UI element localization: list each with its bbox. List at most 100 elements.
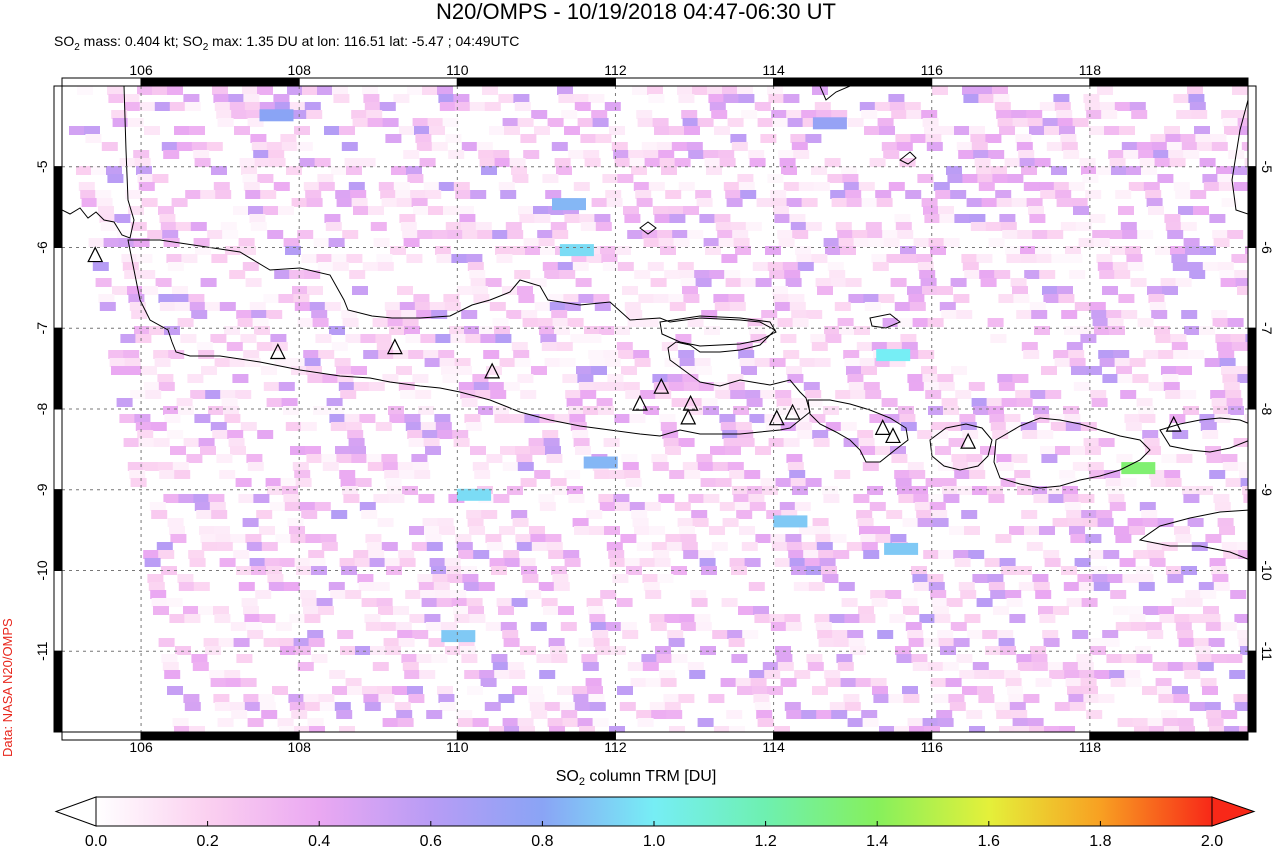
lat-label-left--9: -9 xyxy=(34,483,50,496)
so2-hotspot-6 xyxy=(441,630,476,643)
lon-label-top-112: 112 xyxy=(604,62,627,78)
frame-seg-lat-1-0 xyxy=(53,166,63,248)
lat-label-right--11: -11 xyxy=(1259,642,1272,661)
volcano-marker-12 xyxy=(960,432,977,449)
graticule xyxy=(62,86,1248,732)
frame-seg-lon-6-0 xyxy=(931,77,1091,87)
volcano-marker-9 xyxy=(784,403,801,420)
colorbar-label: SO2 column TRM [DU] xyxy=(555,768,717,789)
volcano-marker-13 xyxy=(1165,415,1182,432)
sumbawa-coast xyxy=(993,417,1151,489)
colorbar xyxy=(54,796,1256,827)
volcano-marker-7 xyxy=(680,408,697,425)
frame-seg-lon-3-1 xyxy=(456,731,616,741)
frame-seg-lat-7-0 xyxy=(53,650,63,733)
so2-hotspot-1 xyxy=(552,198,586,211)
colorbar-tick-label: 0.4 xyxy=(308,833,331,850)
frame-seg-lon-1-0 xyxy=(140,77,300,87)
volcano-marker-0 xyxy=(87,246,104,263)
colorbar-tick-label: 2.0 xyxy=(1200,833,1224,850)
colorbar-tick-label: 0.8 xyxy=(531,833,554,850)
map-frame xyxy=(53,77,1257,741)
colorbar-tick-label: 1.6 xyxy=(977,833,1000,850)
colorbar-tick-label: 0.0 xyxy=(84,833,108,850)
lat-label-left--11: -11 xyxy=(34,641,50,660)
frame-seg-lat-1-1 xyxy=(1247,166,1257,248)
colorbar-tick-label: 1.8 xyxy=(1089,833,1112,850)
lon-label-top-118: 118 xyxy=(1079,62,1102,78)
lon-label-bottom-110: 110 xyxy=(446,739,469,755)
sumba-coast xyxy=(1138,509,1248,560)
colorbar-tick-label: 1.2 xyxy=(754,833,777,850)
colorbar-tick-label: 1.4 xyxy=(866,833,889,850)
coastline-layer xyxy=(62,86,1248,560)
map-subtitle: SO2 mass: 0.404 kt; SO2 max: 1.35 DU at … xyxy=(54,33,520,53)
colorbar-tick-label: 0.2 xyxy=(196,833,219,850)
so2-hotspot-9 xyxy=(259,109,294,122)
lon-label-top-108: 108 xyxy=(288,62,312,78)
lat-label-left--10: -10 xyxy=(34,560,50,580)
so2-hotspot-3 xyxy=(884,542,919,555)
so2-hotspot-5 xyxy=(457,488,492,501)
sumatra-coast xyxy=(62,86,135,239)
kalimantan-coast xyxy=(819,86,851,101)
frame-seg-lon-2-0 xyxy=(298,77,458,87)
volcano-marker-2 xyxy=(386,338,403,355)
frame-seg-lat-5-0 xyxy=(53,489,63,571)
frame-seg-lon-5-0 xyxy=(773,77,933,87)
axis-labels: 106 106 108 108 110 110 112 112 114 114 116 116 118 1… xyxy=(34,62,1272,755)
frame-seg-lat-3-0 xyxy=(53,327,63,410)
sulawesi-coast xyxy=(1231,99,1248,215)
frame-seg-lon-6-1 xyxy=(931,731,1091,741)
volcano-marker-3 xyxy=(484,362,501,379)
lat-label-left--6: -6 xyxy=(34,241,50,254)
volcano-marker-8 xyxy=(768,409,785,426)
lon-label-top-106: 106 xyxy=(129,62,153,78)
lon-label-bottom-118: 118 xyxy=(1079,739,1102,755)
frame-seg-lon-5-1 xyxy=(773,731,933,741)
lon-label-bottom-108: 108 xyxy=(288,739,312,755)
lon-label-bottom-112: 112 xyxy=(604,739,627,755)
lat-label-left--8: -8 xyxy=(34,403,50,416)
frame-seg-lat-5-1 xyxy=(1247,489,1257,571)
frame-seg-lat-7-1 xyxy=(1247,650,1257,733)
lat-label-right--7: -7 xyxy=(1259,322,1272,335)
frame-seg-lat-4-1 xyxy=(1247,408,1257,491)
volcano-marker-10 xyxy=(874,419,891,435)
lat-label-left--5: -5 xyxy=(34,160,50,173)
colorbar-tick-label: 0.6 xyxy=(419,833,442,850)
lon-label-top-110: 110 xyxy=(446,62,469,78)
frame-seg-lon-4-1 xyxy=(614,731,775,741)
bali-coast xyxy=(807,399,909,463)
frame-seg-lon-3-0 xyxy=(456,77,616,87)
frame-seg-lat-2-1 xyxy=(1247,247,1257,329)
frame-seg-lon-4-0 xyxy=(614,77,775,87)
so2-hotspot-0 xyxy=(559,244,594,257)
lon-label-bottom-114: 114 xyxy=(762,739,785,755)
madura-coast xyxy=(659,315,777,347)
frame-seg-lon-7-0 xyxy=(1089,77,1249,87)
frame-seg-lat-0-1 xyxy=(1247,85,1257,168)
colorbar-high-arrow xyxy=(1211,796,1256,827)
map-title: N20/OMPS - 10/19/2018 04:47-06:30 UT xyxy=(436,0,836,24)
volcano-marker-5 xyxy=(653,377,670,394)
so2-hotspot-10 xyxy=(812,117,847,130)
bawean-island xyxy=(899,151,917,165)
frame-seg-lon-1-1 xyxy=(140,731,300,741)
volcano-marker-6 xyxy=(682,394,699,411)
lat-label-right--5: -5 xyxy=(1259,161,1272,174)
frame-seg-lat-2-0 xyxy=(53,247,63,329)
frame-seg-lon-7-1 xyxy=(1089,731,1249,741)
frame-seg-lon-2-1 xyxy=(298,731,458,741)
frame-seg-lat-3-1 xyxy=(1247,327,1257,410)
flores-coast xyxy=(1159,417,1248,453)
colorbar-tick-labels: 0.0 0.2 0.4 0.6 0.8 1.0 1.2 1.4 1.6 1.8 2.0 xyxy=(0,833,1272,853)
lon-label-bottom-106: 106 xyxy=(129,739,153,755)
frame-seg-lat-6-0 xyxy=(53,570,63,652)
volcano-marker-1 xyxy=(269,343,286,360)
lon-label-top-114: 114 xyxy=(762,62,785,78)
frame-seg-lat-4-0 xyxy=(53,408,63,491)
so2-hotspot-2 xyxy=(876,349,911,362)
volcano-marker-11 xyxy=(885,427,901,444)
